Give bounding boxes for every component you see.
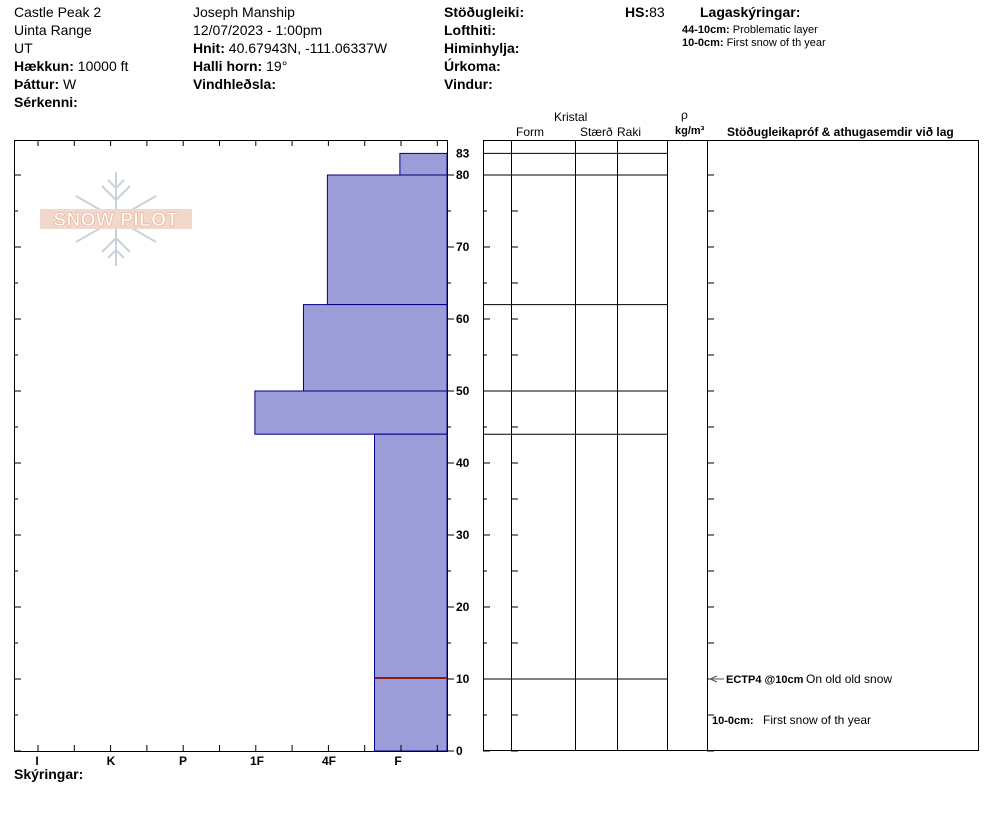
- hardness-bar-0: [399, 152, 448, 176]
- coords-value: 40.67943N, -111.06337W: [228, 40, 388, 56]
- aspect-field: Þáttur: W: [14, 76, 76, 93]
- test-code: ECTP4 @10cm: [726, 674, 804, 686]
- hs-field: HS:83: [625, 4, 665, 21]
- rho-header: ρ: [681, 108, 688, 122]
- hardness-tick-label: 1F: [250, 754, 264, 768]
- comments-header: Stöðugleikapróf & athugasemdir við lag: [727, 125, 954, 139]
- depth-tick-label: 60: [456, 312, 470, 326]
- sky-label: Himinhylja:: [444, 40, 520, 56]
- density-unit-header: kg/m³: [675, 125, 705, 137]
- form-header: Form: [516, 125, 544, 139]
- hardness-tick-label: 4F: [322, 754, 336, 768]
- layer-note-0: 44-10cm: Problematic layer: [682, 24, 818, 37]
- range-name: Uinta Range: [14, 22, 92, 38]
- hardness-bar-4: [374, 433, 448, 752]
- depth-axis: 0 10 20 30 40 50 60 70 80 83: [14, 146, 714, 758]
- hardness-tick-label: I: [35, 754, 38, 768]
- layer-note-text: First snow of th year: [726, 37, 826, 49]
- depth-tick-label: 0: [456, 744, 463, 758]
- hardness-tick-label: P: [179, 754, 187, 768]
- wind-loading-label: Vindhleðsla:: [193, 76, 276, 92]
- crystal-header: Kristal: [554, 110, 588, 124]
- elevation-field: Hækkun: 10000 ft: [14, 58, 128, 75]
- depth-tick-label: 70: [456, 240, 470, 254]
- test-comment: On old old snow: [806, 672, 892, 686]
- stability-label: Stöðugleiki:: [444, 4, 525, 20]
- layer-grid: [483, 140, 979, 751]
- layer-note-range: 44-10cm:: [682, 24, 730, 36]
- layer-note-range: 10-0cm:: [682, 37, 724, 49]
- hardness-bar-1: [326, 174, 448, 306]
- hardness-bar-2: [302, 304, 448, 392]
- location-name: Castle Peak 2: [14, 4, 102, 20]
- hs-value: 83: [649, 4, 665, 20]
- hardness-tick-label: F: [394, 754, 401, 768]
- state-name: UT: [14, 40, 33, 56]
- hardness-bars: [254, 152, 448, 752]
- observer-name: Joseph Manship: [193, 4, 295, 20]
- depth-tick-label: 20: [456, 600, 470, 614]
- depth-tick-label: 80: [456, 168, 470, 182]
- slope-label: Halli horn:: [193, 58, 263, 74]
- layer-comment-label: 10-0cm:: [712, 715, 754, 727]
- layer-note-1: 10-0cm: First snow of th year: [682, 37, 826, 50]
- hardness-tick-label: K: [107, 754, 116, 768]
- wind-label: Vindur:: [444, 76, 493, 92]
- slope-field: Halli horn: 19°: [193, 58, 287, 75]
- depth-tick-label: 30: [456, 528, 470, 542]
- layer-comment-text: First snow of th year: [763, 713, 871, 727]
- notes-label: Skýringar:: [14, 766, 84, 782]
- arrow-left-icon: [708, 675, 718, 683]
- air-temp-label: Lofthiti:: [444, 22, 497, 38]
- hardness-plot-frame: [14, 140, 448, 752]
- logo-text: SNOW PILOT: [53, 210, 178, 231]
- aspect-value: W: [63, 76, 77, 92]
- top-ticks: [37, 140, 438, 146]
- layer-notes-title: Lagaskýringar:: [700, 4, 801, 20]
- hardness-bar-3: [254, 390, 448, 435]
- moisture-header: Raki: [617, 125, 642, 139]
- aspect-label: Þáttur:: [14, 76, 60, 92]
- slope-value: 19°: [266, 58, 288, 74]
- depth-tick-label: 83: [456, 146, 470, 160]
- coords-label: Hnit:: [193, 40, 225, 56]
- stability-tests: ECTP4 @10cm On old old snow 10-0cm: First s…: [708, 672, 892, 727]
- layer-boundaries: [483, 152, 667, 680]
- hardness-axis: I K P 1F 4F F: [35, 745, 438, 768]
- size-header: Stærð: [580, 125, 613, 139]
- elevation-label: Hækkun:: [14, 58, 74, 74]
- elevation-value: 10000 ft: [77, 58, 129, 74]
- features-label: Sérkenni:: [14, 94, 78, 110]
- depth-tick-label: 10: [456, 672, 470, 686]
- layer-note-text: Problematic layer: [732, 24, 818, 36]
- hs-label: HS:: [625, 4, 650, 20]
- observation-datetime: 12/07/2023 - 1:00pm: [193, 22, 323, 38]
- depth-tick-label: 40: [456, 456, 470, 470]
- coords-field: Hnit: 40.67943N, -111.06337W: [193, 40, 387, 57]
- snowpilot-logo: SNOW PILOT: [40, 172, 192, 266]
- depth-tick-label: 50: [456, 384, 470, 398]
- precip-label: Úrkoma:: [444, 58, 501, 74]
- grid-frame: [483, 140, 979, 751]
